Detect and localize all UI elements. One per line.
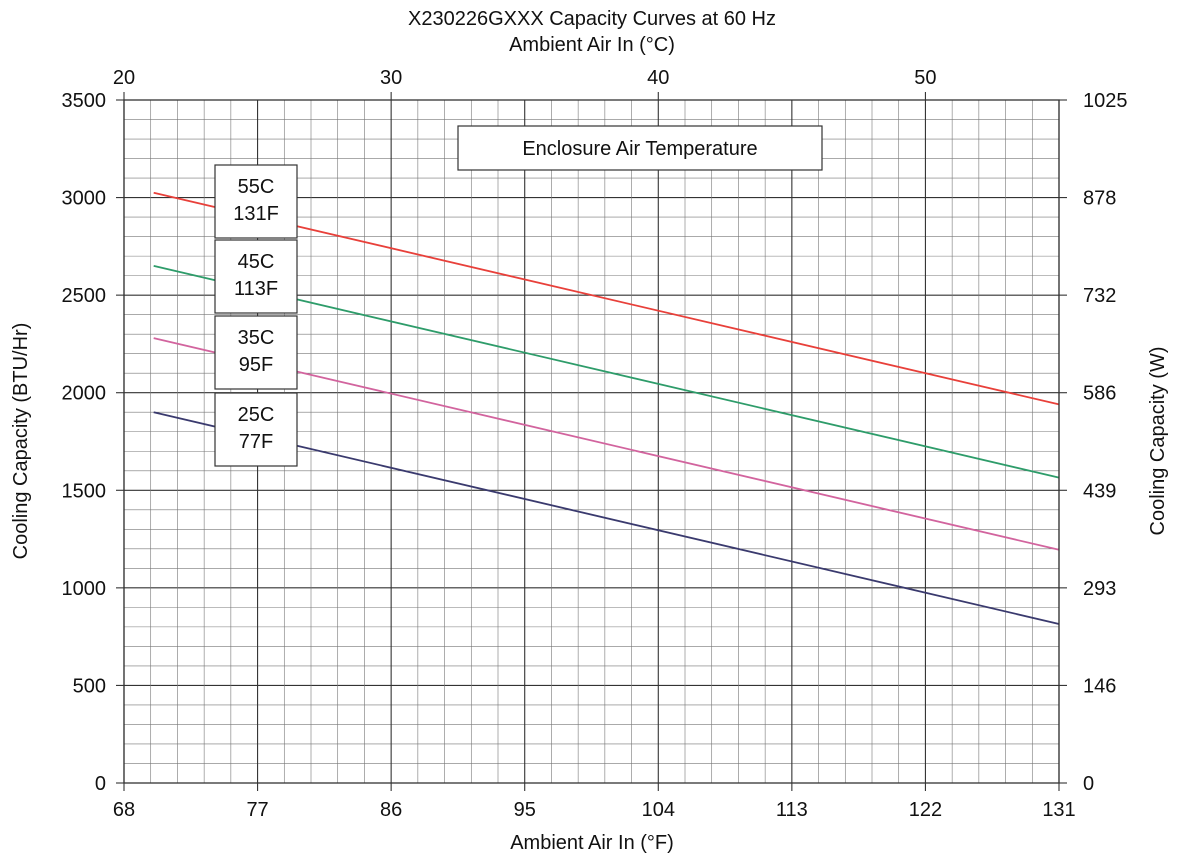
x-tick-label: 68: [113, 799, 135, 821]
series-label-frame: [214, 392, 298, 467]
x-tick-label: 131: [1042, 799, 1075, 821]
x-tick-label: 86: [380, 799, 402, 821]
series-lines: [153, 191, 1060, 625]
top-tick-label: 20: [113, 67, 135, 89]
y2-tick-label: 0: [1083, 773, 1094, 795]
y2-tick-label: 1025: [1083, 90, 1128, 112]
x-tick-label: 113: [776, 799, 808, 821]
series-line: [153, 337, 1060, 551]
y-tick-label: 3500: [62, 90, 107, 112]
series-label-text: 113F: [234, 278, 278, 300]
y2-tick-label: 732: [1083, 285, 1116, 307]
series-label-text: 55C: [238, 176, 275, 198]
series-line: [153, 264, 1060, 479]
x-tick-label: 77: [246, 799, 268, 821]
y-tick-label: 1500: [62, 480, 107, 502]
y2-tick-label: 439: [1083, 480, 1116, 502]
series-label-frame: [214, 239, 298, 314]
series-label-text: 95F: [239, 354, 273, 376]
series-label-box: 55C 131F: [214, 164, 298, 239]
series-label-text: 77F: [239, 431, 273, 453]
series-line: [153, 191, 1060, 406]
y-tick-label: 2500: [62, 285, 107, 307]
series-label-text: 45C: [238, 251, 275, 273]
top-axis-title: Ambient Air In (°C): [509, 34, 675, 56]
y2-tick-label: 293: [1083, 578, 1116, 600]
y-tick-label: 1000: [62, 578, 107, 600]
legend-title-box: Enclosure Air Temperature: [457, 125, 823, 171]
y-tick-label: 3000: [62, 188, 107, 210]
series-label-text: 25C: [238, 404, 275, 426]
legend-title-frame: [457, 125, 823, 171]
x-tick-label: 104: [642, 799, 675, 821]
series-line: [153, 411, 1060, 625]
chart-title: X230226GXXX Capacity Curves at 60 Hz: [408, 8, 776, 30]
y2-tick-label: 878: [1083, 188, 1116, 210]
series-label-frame: [214, 164, 298, 239]
series-label-box: 45C 113F: [214, 239, 298, 314]
y2-tick-label: 146: [1083, 675, 1116, 697]
y2-tick-label: 586: [1083, 383, 1116, 405]
grid: [123, 99, 1060, 784]
plot-frame: [123, 99, 1060, 784]
x-tick-label: 122: [909, 799, 942, 821]
top-tick-label: 50: [914, 67, 936, 89]
series-label-text: 131F: [233, 203, 279, 225]
y-tick-label: 2000: [62, 383, 107, 405]
series-label-frame: [214, 315, 298, 390]
y-tick-label: 0: [95, 773, 106, 795]
top-tick-label: 40: [647, 67, 669, 89]
top-tick-label: 30: [380, 67, 402, 89]
series-label-text: 35C: [238, 327, 275, 349]
legend-title: Enclosure Air Temperature: [522, 138, 757, 160]
x-tick-label: 95: [514, 799, 536, 821]
x-axis-title: Ambient Air In (°F): [510, 832, 674, 854]
y-tick-label: 500: [73, 675, 106, 697]
y2-axis-title: Cooling Capacity (W): [1147, 347, 1169, 536]
y-axis-title: Cooling Capacity (BTU/Hr): [10, 323, 32, 560]
